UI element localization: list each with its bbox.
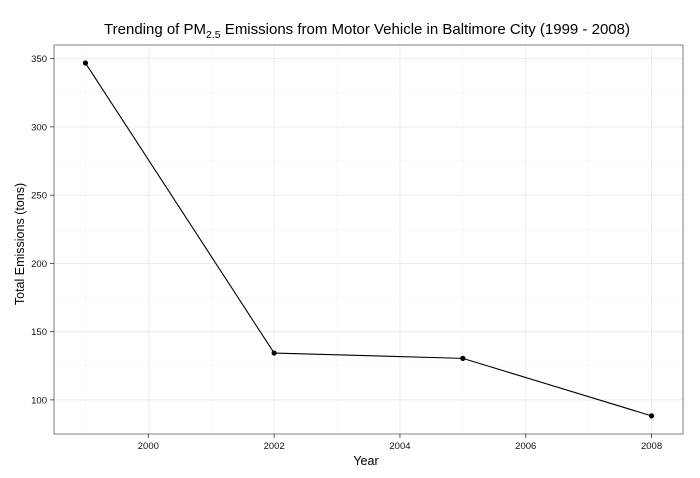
chart-title-prefix: Trending of PM [104, 21, 206, 38]
x-tick-label: 2002 [264, 441, 285, 452]
data-point [82, 60, 89, 66]
chart-title: Trending of PM2.5 Emissions from Motor V… [104, 21, 630, 41]
x-tick-label: 2000 [138, 441, 159, 452]
y-tick-label: 200 [31, 259, 47, 270]
major-gridlines [54, 45, 683, 434]
series-layer [82, 60, 655, 419]
chart-title-subscript: 2.5 [206, 29, 221, 41]
x-axis-ticks: 2000 2002 2004 2006 2008 [138, 434, 662, 452]
data-point [271, 350, 277, 356]
data-point [460, 355, 466, 361]
y-tick-label: 150 [31, 327, 47, 338]
data-point [648, 413, 655, 419]
y-tick-label: 350 [31, 54, 47, 65]
x-tick-label: 2004 [389, 441, 410, 452]
chart-title-suffix: Emissions from Motor Vehicle in Baltimor… [221, 21, 630, 38]
x-tick-label: 2006 [515, 441, 536, 452]
x-axis-title: Year [353, 454, 378, 468]
y-tick-label: 100 [31, 395, 47, 406]
x-tick-label: 2008 [641, 441, 662, 452]
y-tick-label: 300 [31, 122, 47, 133]
emissions-line [84, 62, 652, 417]
y-axis-ticks: 100 150 200 250 300 350 [31, 54, 54, 406]
y-axis-title: Total Emissions (tons) [13, 183, 27, 305]
y-tick-label: 250 [31, 191, 47, 202]
plot-panel-border [53, 44, 684, 435]
